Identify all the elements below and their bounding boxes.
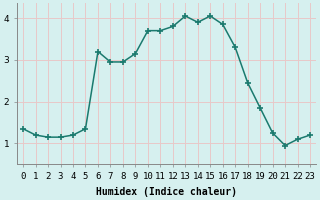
X-axis label: Humidex (Indice chaleur): Humidex (Indice chaleur) bbox=[96, 186, 237, 197]
